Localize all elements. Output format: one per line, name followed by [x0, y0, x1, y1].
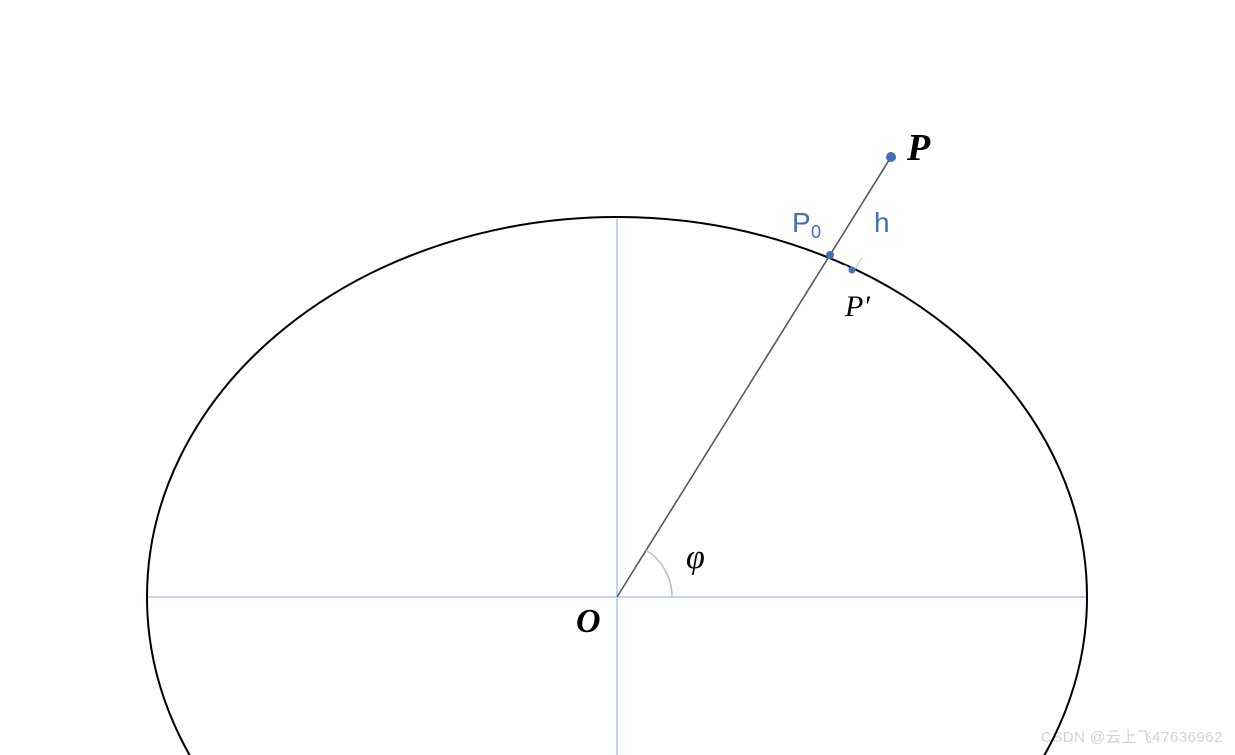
angle-arc — [646, 550, 672, 597]
point-P0 — [826, 251, 834, 259]
label-P0: P — [792, 207, 811, 238]
point-P — [886, 152, 896, 162]
point-Pprime — [849, 267, 856, 274]
label-phi: φ — [686, 539, 705, 576]
label-O: O — [576, 603, 601, 640]
label-P0-sub: 0 — [811, 222, 821, 242]
diagram-canvas: O φ P P′ P 0 h — [0, 0, 1235, 755]
label-h: h — [874, 207, 890, 238]
label-P: P — [906, 127, 931, 169]
watermark-text: CSDN @云上飞47636962 — [1041, 726, 1223, 747]
label-Pprime: P′ — [844, 290, 870, 323]
ray-dark — [617, 157, 891, 597]
